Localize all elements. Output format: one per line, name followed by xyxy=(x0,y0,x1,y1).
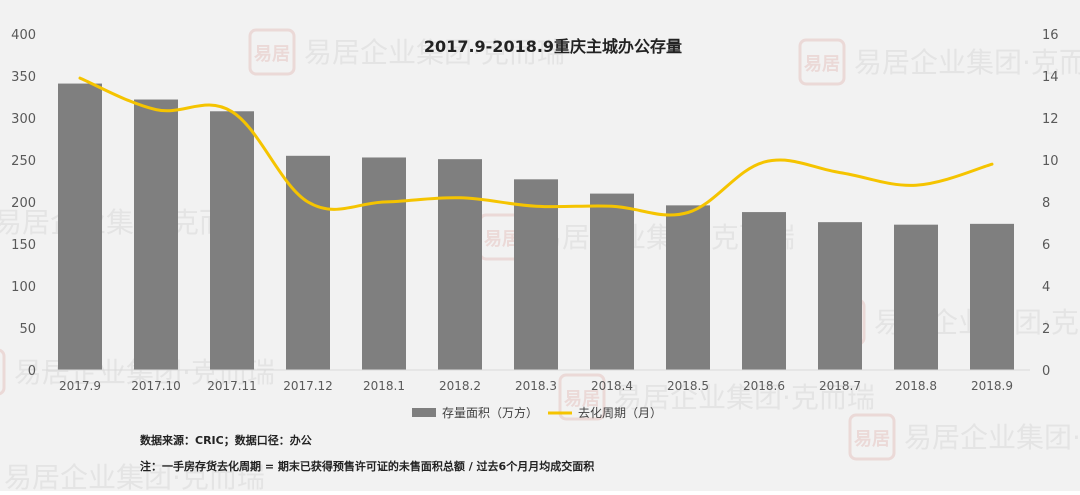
bar xyxy=(210,111,254,370)
x-tick-label: 2017.12 xyxy=(283,379,333,393)
bar xyxy=(58,83,102,370)
watermark-seal xyxy=(848,413,896,461)
y-right-tick-label: 14 xyxy=(1042,70,1059,85)
legend-label-line: 去化周期（月） xyxy=(578,406,662,420)
chart-title: 2017.9-2018.9重庆主城办公存量 xyxy=(424,37,682,56)
y-left-tick-label: 300 xyxy=(11,112,36,127)
bar xyxy=(514,179,558,370)
y-left-tick-label: 200 xyxy=(11,196,36,211)
y-right-tick-label: 10 xyxy=(1042,154,1059,169)
watermark-text: 易居企业集团·克而瑞 xyxy=(904,421,1080,454)
bar xyxy=(134,99,178,371)
x-tick-label: 2018.9 xyxy=(971,379,1013,393)
watermark-seal xyxy=(0,348,6,396)
bar xyxy=(818,222,862,370)
bar xyxy=(286,155,330,370)
y-right-tick-label: 16 xyxy=(1042,28,1059,43)
watermark-text: 易居企业集团·克而瑞 xyxy=(4,461,265,491)
bar xyxy=(970,223,1014,370)
watermark-seal-text: 易居 xyxy=(854,429,890,450)
watermark-seal xyxy=(798,38,846,86)
bar xyxy=(438,159,482,370)
x-tick-label: 2017.10 xyxy=(131,379,181,393)
legend-label-bar: 存量面积（万方） xyxy=(442,405,538,420)
watermark-text: 易居企业集团·克而瑞 xyxy=(304,36,565,69)
bar xyxy=(666,205,710,370)
x-tick-label: 2018.8 xyxy=(895,379,937,393)
y-left-tick-label: 350 xyxy=(11,70,36,85)
legend-swatch-bar xyxy=(412,408,436,417)
formula-note: 注：一手房存货去化周期 = 期末已获得预售许可证的未售面积总额 / 过去6个月月… xyxy=(140,459,594,473)
x-tick-label: 2018.2 xyxy=(439,379,481,393)
x-tick-label: 2018.7 xyxy=(819,379,861,393)
bar xyxy=(362,157,406,370)
watermark-text: 易居企业集团·克而瑞 xyxy=(614,381,875,414)
y-right-tick-label: 6 xyxy=(1042,238,1050,253)
y-right-tick-label: 4 xyxy=(1042,280,1050,295)
y-right-tick-label: 2 xyxy=(1042,322,1050,337)
y-left-tick-label: 0 xyxy=(28,364,36,379)
watermark-seal xyxy=(248,28,296,76)
watermark-seal-text: 易居 xyxy=(484,229,520,250)
watermark-seal-text: 易居 xyxy=(804,54,840,75)
y-right-tick-label: 0 xyxy=(1042,364,1050,379)
bar xyxy=(894,224,938,370)
y-left-tick-label: 150 xyxy=(11,238,36,253)
y-left-tick-label: 250 xyxy=(11,154,36,169)
bar xyxy=(590,193,634,370)
x-tick-label: 2018.6 xyxy=(743,379,785,393)
y-left-tick-label: 50 xyxy=(19,322,36,337)
watermark-text: 易居企业集团·克而瑞 xyxy=(854,46,1080,79)
y-left-tick-label: 100 xyxy=(11,280,36,295)
x-tick-label: 2018.4 xyxy=(591,379,633,393)
y-left-tick-label: 400 xyxy=(11,28,36,43)
watermark-seal xyxy=(558,373,606,421)
legend: 存量面积（万方） 去化周期（月） xyxy=(412,405,662,420)
y-right-tick-label: 8 xyxy=(1042,196,1050,211)
bar xyxy=(742,212,786,370)
source-note: 数据来源：CRIC；数据口径：办公 xyxy=(140,433,312,447)
x-tick-label: 2018.3 xyxy=(515,379,557,393)
watermark-seal-text: 易居 xyxy=(564,389,600,410)
x-tick-label: 2017.9 xyxy=(59,379,101,393)
watermark-seal-text: 易居 xyxy=(254,44,290,65)
x-tick-label: 2018.5 xyxy=(667,379,709,393)
line-series-cycle xyxy=(78,76,994,217)
x-tick-label: 2017.11 xyxy=(207,379,257,393)
y-right-tick-label: 12 xyxy=(1042,112,1059,127)
x-tick-label: 2018.1 xyxy=(363,379,405,393)
